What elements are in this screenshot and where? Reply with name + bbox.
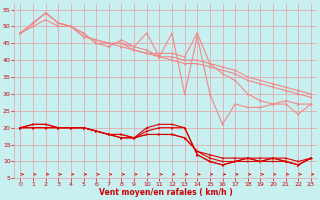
X-axis label: Vent moyen/en rafales ( km/h ): Vent moyen/en rafales ( km/h ) <box>99 188 233 197</box>
